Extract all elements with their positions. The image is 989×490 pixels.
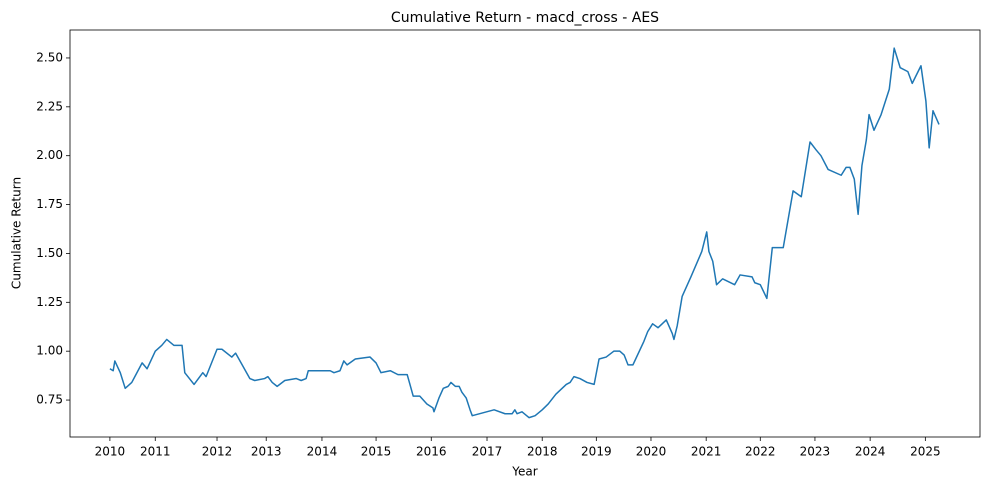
y-tick-label: 1.50: [36, 246, 63, 260]
x-axis-label: Year: [511, 465, 537, 479]
y-tick-label: 0.75: [36, 393, 63, 407]
y-tick-label: 1.00: [36, 344, 63, 358]
x-tick-label: 2021: [691, 445, 722, 459]
x-tick-label: 2023: [800, 445, 831, 459]
y-tick-label: 2.00: [36, 148, 63, 162]
x-tick-label: 2013: [251, 445, 282, 459]
x-tick-label: 2015: [361, 445, 392, 459]
x-tick-label: 2014: [307, 445, 338, 459]
x-tick-label: 2012: [202, 445, 233, 459]
x-tick-label: 2025: [910, 445, 941, 459]
line: [109, 47, 940, 419]
x-tick-label: 2024: [855, 445, 886, 459]
chart-title: Cumulative Return - macd_cross - AES: [391, 10, 659, 26]
y-tick-label: 1.25: [36, 295, 63, 309]
y-tick-label: 2.50: [36, 50, 63, 64]
x-tick-label: 2022: [745, 445, 776, 459]
x-tick-label: 2020: [636, 445, 667, 459]
plot-frame: [69, 29, 981, 438]
x-tick-label: 2016: [416, 445, 447, 459]
x-tick-label: 2017: [472, 445, 503, 459]
y-tick-label: 2.25: [36, 99, 63, 113]
y-axis-label: Cumulative Return: [10, 177, 24, 289]
x-tick-label: 2018: [527, 445, 558, 459]
x-tick-label: 2011: [140, 445, 171, 459]
x-tick-label: 2010: [95, 445, 126, 459]
y-tick-label: 1.75: [36, 197, 63, 211]
x-tick-label: 2019: [581, 445, 612, 459]
